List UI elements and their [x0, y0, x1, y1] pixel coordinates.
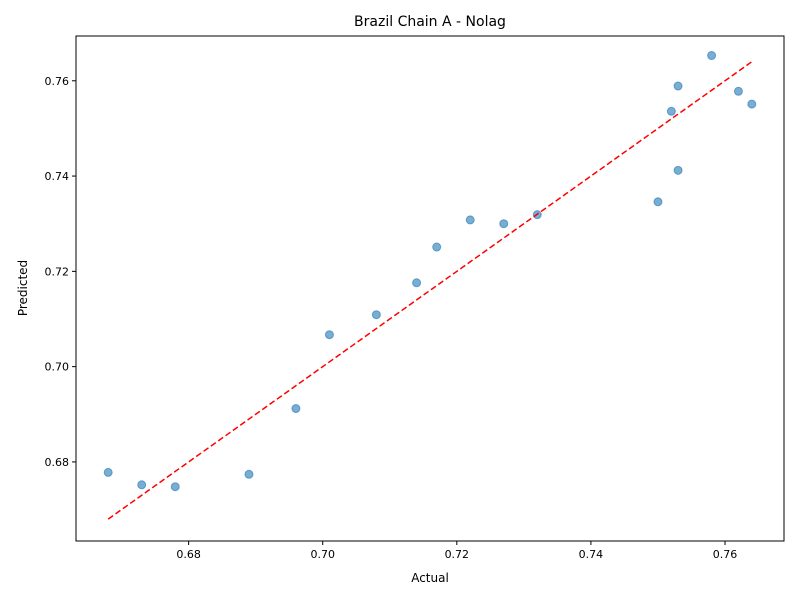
y-tick-label: 0.76	[45, 75, 70, 88]
scatter-point	[747, 99, 757, 109]
scatter-point	[653, 197, 663, 207]
x-tick-label: 0.70	[310, 548, 335, 561]
scatter-point	[707, 51, 717, 61]
scatter-point	[465, 215, 475, 225]
chart-title: Brazil Chain A - Nolag	[354, 14, 506, 30]
scatter-point	[103, 467, 113, 477]
scatter-point	[371, 310, 381, 320]
scatter-point	[733, 86, 743, 96]
axes-frame	[75, 35, 785, 542]
x-tick-label: 0.72	[445, 548, 470, 561]
y-tick-label: 0.74	[45, 170, 70, 183]
reference-line	[107, 61, 753, 520]
scatter-point	[170, 482, 180, 492]
x-tick-label: 0.74	[579, 548, 604, 561]
scatter-point	[432, 242, 442, 252]
plot-area	[103, 51, 757, 520]
y-axis-ticks: 0.68 0.70 0.72 0.74 0.76	[45, 75, 76, 469]
scatter-point	[291, 404, 301, 414]
y-tick-label: 0.68	[45, 456, 70, 469]
scatter-point	[673, 165, 683, 175]
y-tick-label: 0.70	[45, 361, 70, 374]
y-axis-label: Predicted	[16, 260, 30, 316]
scatter-point	[412, 278, 422, 288]
scatter-point	[666, 106, 676, 116]
scatter-point	[244, 469, 254, 479]
scatter-point	[499, 219, 509, 229]
x-axis-ticks: 0.68 0.70 0.72 0.74 0.76	[176, 541, 737, 561]
x-axis-label: Actual	[411, 571, 449, 585]
y-tick-label: 0.72	[45, 265, 70, 278]
x-tick-label: 0.76	[713, 548, 738, 561]
scatter-point	[137, 480, 147, 490]
scatter-point	[673, 81, 683, 91]
scatter-point	[324, 330, 334, 340]
x-tick-label: 0.68	[176, 548, 201, 561]
